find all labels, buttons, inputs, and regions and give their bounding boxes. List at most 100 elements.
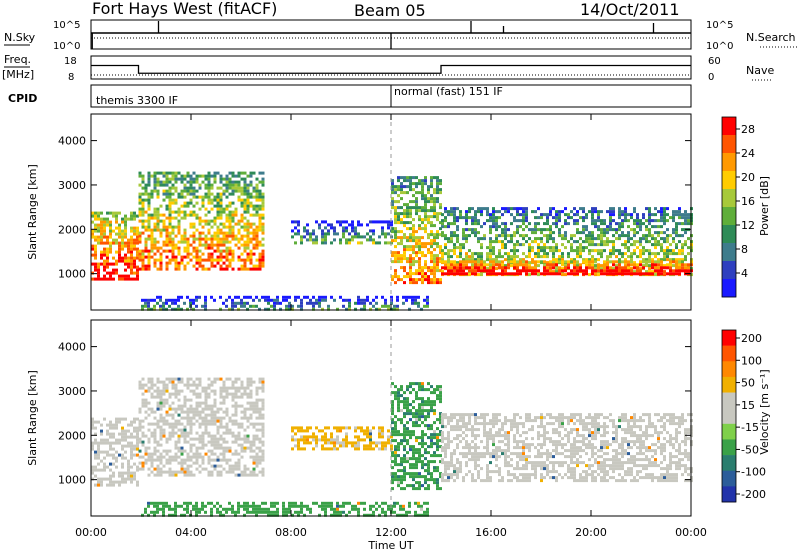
echo-cell: [513, 231, 516, 235]
echo-cell: [130, 253, 133, 257]
echo-cell: [433, 391, 436, 395]
echo-cell: [162, 380, 166, 384]
echo-cell: [433, 400, 436, 404]
echo-cell: [136, 480, 139, 484]
echo-cell: [612, 219, 615, 223]
echo-cell: [207, 461, 211, 465]
echo-cell: [150, 395, 154, 399]
echo-cell: [258, 252, 262, 256]
echo-cell: [402, 295, 405, 299]
echo-cell: [243, 246, 247, 250]
echo-cell: [609, 210, 612, 214]
echo-cell: [124, 277, 127, 281]
echo-cell: [240, 186, 244, 190]
echo-cell: [474, 222, 477, 226]
echo-cell: [159, 252, 163, 256]
echo-cell: [153, 243, 157, 247]
echo-cell: [394, 260, 397, 264]
echo-cell: [258, 461, 262, 465]
echo-cell: [594, 258, 597, 262]
echo-cell: [156, 225, 160, 229]
echo-cell: [165, 180, 169, 184]
echo-cell: [106, 277, 109, 281]
echo-cell: [318, 301, 321, 305]
echo-cell: [384, 304, 387, 308]
echo-cell: [171, 301, 174, 305]
echo-cell: [403, 257, 406, 261]
echo-cell: [130, 432, 133, 436]
echo-cell: [255, 416, 259, 420]
echo-cell: [415, 200, 418, 204]
echo-cell: [222, 416, 226, 420]
echo-cell: [582, 269, 585, 273]
echo-cell: [156, 240, 160, 244]
echo-cell: [439, 400, 442, 404]
echo-cell: [447, 446, 450, 450]
echo-cell: [468, 266, 471, 270]
echo-cell: [456, 266, 459, 270]
echo-cell: [147, 192, 151, 196]
echo-cell: [573, 222, 576, 226]
echo-cell: [243, 210, 247, 214]
echo-cell: [576, 213, 579, 217]
echo-cell: [127, 250, 130, 254]
echo-cell: [456, 255, 459, 259]
echo-cell: [433, 212, 436, 216]
y-tick-label: 3000: [58, 179, 86, 192]
echo-cell: [450, 266, 453, 270]
echo-cell: [549, 207, 552, 211]
echo-cell: [273, 304, 276, 308]
echo-cell: [150, 458, 154, 462]
echo-cell: [219, 231, 223, 235]
echo-cell: [189, 222, 193, 226]
echo-cell: [648, 255, 651, 259]
echo-cell: [672, 237, 675, 241]
echo-cell: [240, 201, 244, 205]
echo-cell: [495, 210, 498, 214]
echo-cell: [642, 258, 645, 262]
echo-cell: [144, 240, 148, 244]
echo-cell: [133, 265, 136, 269]
echo-cell: [171, 255, 175, 259]
echo-cell: [450, 260, 453, 264]
echo-cell: [552, 263, 555, 267]
power-echoes: [91, 171, 693, 311]
echo-cell: [222, 467, 226, 471]
echo-cell: [459, 263, 462, 267]
echo-cell: [483, 260, 486, 264]
echo-cell: [243, 389, 247, 393]
echo-cell: [603, 219, 606, 223]
echo-cell: [597, 225, 600, 229]
echo-cell: [321, 295, 324, 299]
echo-cell: [192, 180, 196, 184]
echo-cell: [406, 439, 409, 443]
echo-cell: [165, 470, 169, 474]
echo-cell: [430, 433, 433, 437]
echo-cell: [397, 430, 400, 434]
echo-cell: [243, 440, 247, 444]
echo-cell: [412, 472, 415, 476]
echo-cell: [210, 389, 214, 393]
echo-cell: [147, 183, 151, 187]
echo-cell: [576, 269, 579, 273]
echo-cell: [597, 243, 600, 247]
echo-cell: [228, 295, 231, 299]
echo-cell: [394, 427, 397, 431]
echo-cell: [234, 434, 238, 438]
echo-cell: [231, 386, 235, 390]
echo-cell: [159, 431, 163, 435]
echo-cell: [165, 255, 169, 259]
echo-cell: [150, 246, 154, 250]
echo-cell: [255, 228, 259, 232]
echo-cell: [168, 261, 172, 265]
echo-cell: [495, 419, 498, 423]
echo-cell: [168, 177, 172, 181]
echo-cell: [222, 210, 226, 214]
echo-cell: [165, 264, 169, 268]
echo-cell: [150, 189, 154, 193]
echo-cell: [687, 219, 690, 223]
echo-cell: [424, 400, 427, 404]
echo-cell: [264, 298, 267, 302]
echo-cell: [246, 440, 250, 444]
echo-cell: [243, 216, 247, 220]
